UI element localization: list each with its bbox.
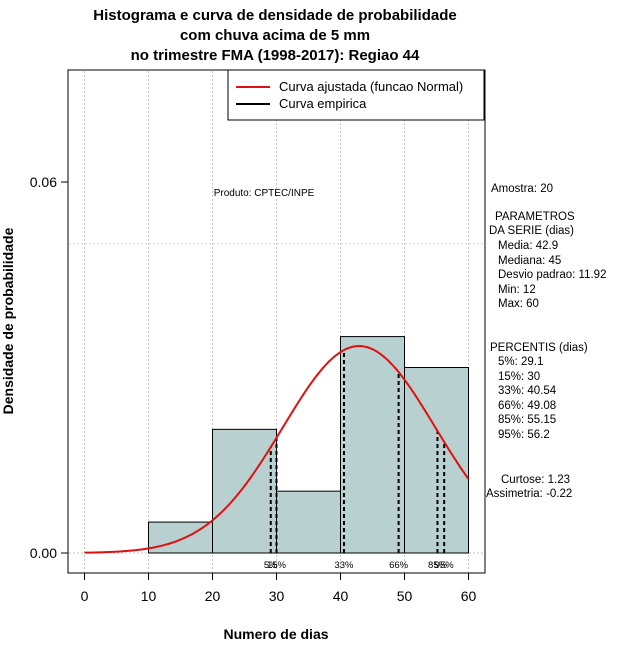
- histogram-bar-2: [212, 428, 277, 554]
- x-axis-label: Numero de dias: [223, 626, 328, 642]
- x-tick-label: 40: [333, 588, 349, 604]
- x-axis: 0 10 20 30 40 50 60: [81, 572, 477, 604]
- chart-title: Histograma e curva de densidade de proba…: [0, 6, 550, 66]
- percentile-labels: 5%15% 33% 66% 85%95%: [264, 560, 454, 571]
- percentile-lines: [269, 350, 446, 553]
- legend: Curva ajustada (funcao Normal) Curva emp…: [227, 69, 485, 121]
- title-line-1: Histograma e curva de densidade de proba…: [93, 7, 457, 24]
- legend-box: [227, 69, 485, 121]
- y-axis: 0.00 0.06: [30, 174, 69, 561]
- percentile-label-85: 85%: [428, 560, 448, 571]
- percentile-label-15: 15%: [267, 560, 287, 571]
- title-line-2: com chuva acima de 5 mm: [179, 27, 371, 44]
- pct-33: 33%: 40.54: [498, 385, 557, 397]
- pct-15: 15%: 30: [498, 371, 541, 383]
- stat-mean: Media: 42.9: [498, 240, 559, 252]
- pct-5: 5%: 29.1: [498, 356, 544, 368]
- percentile-label-5: 5%: [264, 560, 278, 571]
- percentile-label-95: 95%: [435, 560, 455, 571]
- sample-size: Amostra: 20: [491, 183, 553, 195]
- stat-median: Mediana: 45: [498, 255, 562, 267]
- params-title-2: DA SERIE (dias): [489, 225, 574, 237]
- x-tick-label: 10: [141, 588, 157, 604]
- y-axis-label: Densidade de probabilidade: [0, 227, 16, 414]
- legend-fit-label: Curva ajustada (funcao Normal): [279, 79, 463, 94]
- normal-fit-curve: [84, 345, 470, 554]
- histogram-bar-4: [340, 336, 405, 554]
- pct-85: 85%: 55.15: [498, 414, 557, 426]
- x-tick-label: 30: [269, 588, 285, 604]
- stat-kurtosis: Curtose: 1.23: [501, 474, 571, 486]
- percentis-title: PERCENTIS (dias): [490, 342, 588, 354]
- x-tick-label: 50: [397, 588, 413, 604]
- stat-skewness: Assimetria: -0.22: [486, 488, 573, 500]
- title-line-3: no trimestre FMA (1998-2017): Regiao 44: [130, 47, 420, 64]
- x-tick-label: 20: [205, 588, 221, 604]
- y-tick-label: 0.00: [30, 545, 57, 561]
- y-tick-label: 0.06: [30, 174, 57, 190]
- x-tick-label: 60: [461, 588, 477, 604]
- histogram-bars: [148, 336, 469, 554]
- stat-sd: Desvio padrao: 11.92: [498, 269, 607, 281]
- histogram-bar-3: [276, 490, 341, 554]
- x-tick-label: 0: [81, 588, 89, 604]
- params-title-1: PARAMETROS: [495, 211, 575, 223]
- stat-min: Min: 12: [498, 284, 536, 296]
- pct-95: 95%: 56.2: [498, 429, 550, 441]
- percentile-label-33: 33%: [334, 560, 354, 571]
- legend-empirical-label: Curva empirica: [279, 96, 367, 111]
- percentile-label-66: 66%: [389, 560, 409, 571]
- pct-66: 66%: 49.08: [498, 400, 557, 412]
- product-note: Produto: CPTEC/INPE: [214, 188, 315, 199]
- stat-max: Max: 60: [498, 298, 539, 310]
